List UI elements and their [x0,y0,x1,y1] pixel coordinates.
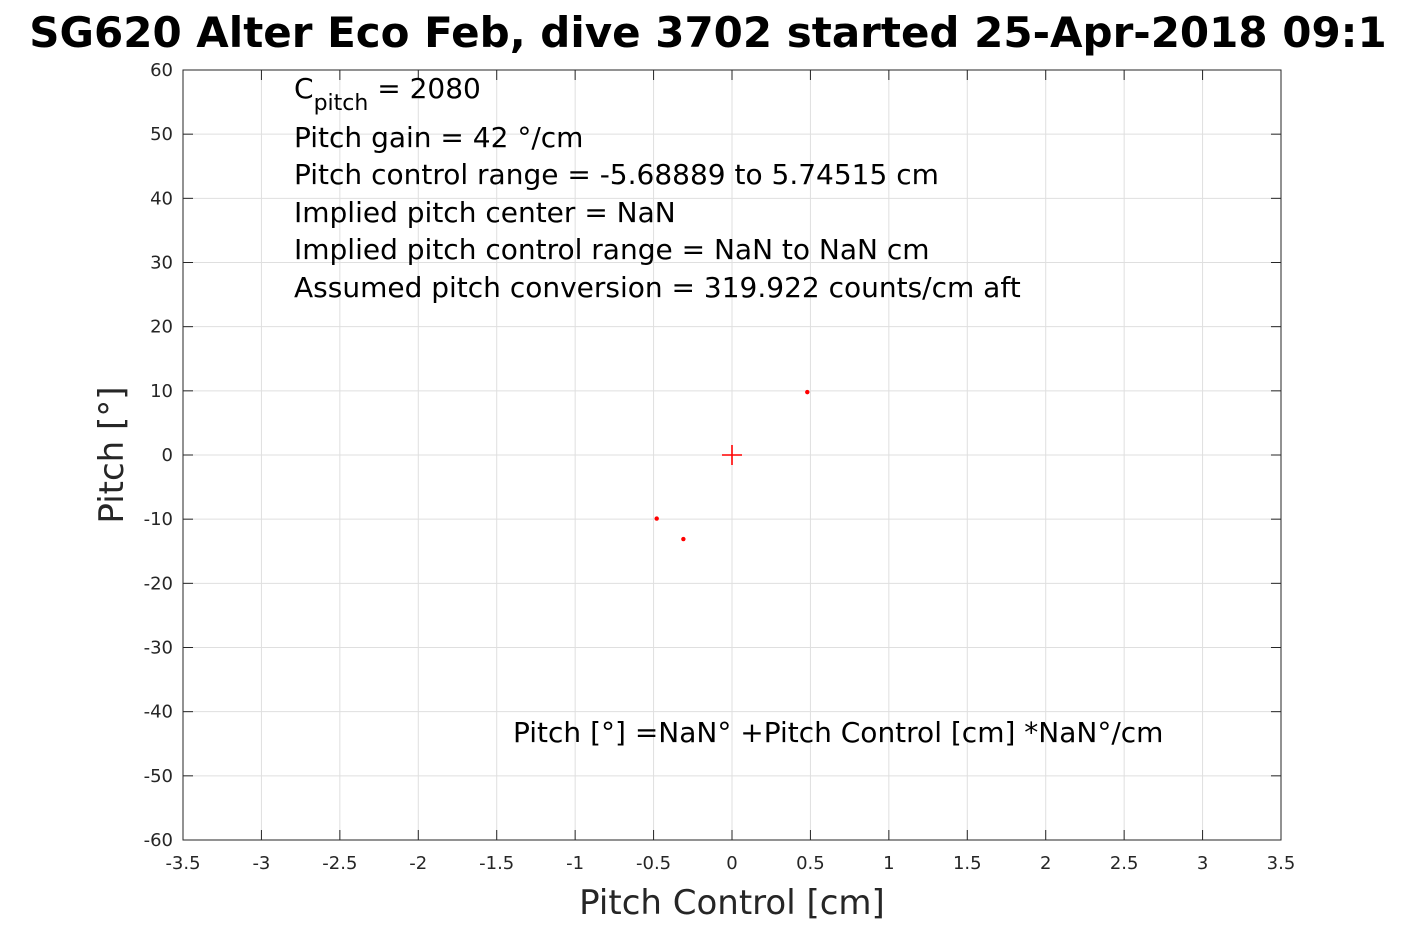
x-tick-label: 1.5 [953,853,982,874]
data-point [805,389,810,395]
y-tick-label: 30 [150,253,173,274]
cpitch-annotation: Cpitch = 2080 [294,72,481,116]
pitch-control-range-annotation: Pitch control range = -5.68889 to 5.7451… [294,158,939,191]
plus-marker [722,445,742,465]
cpitch-symbol: C [294,72,314,105]
chart-title: SG620 Alter Eco Feb, dive 3702 started 2… [29,8,1386,57]
x-tick-label: 1 [883,853,894,874]
data-points [654,389,810,542]
x-tick-label: -3.5 [165,853,200,874]
x-tick-label: -1 [566,853,584,874]
data-point [654,516,659,521]
data-point [681,536,686,542]
plot-frame [182,69,1282,841]
implied-pitch-center-annotation: Implied pitch center = NaN [294,196,676,229]
y-tick-label: -10 [144,509,173,530]
pitch-gain-annotation: Pitch gain = 42 °/cm [294,121,583,154]
y-tick-label: -20 [144,573,173,594]
x-axis-label: Pitch Control [cm] [579,883,885,923]
x-tick-label: 0.5 [796,853,825,874]
x-tick-label: -1.5 [479,853,514,874]
cpitch-value: = 2080 [368,72,481,105]
x-tick-label: 0 [726,853,737,874]
y-tick-labels: 60 50 40 30 20 10 0 -10 -20 -30 -40 -50 -60 [144,60,173,851]
y-tick-label: 0 [162,445,173,466]
y-tick-label: -40 [144,702,173,723]
x-tick-label: -3 [252,853,270,874]
x-tick-label: -2 [409,853,427,874]
y-tick-label: 50 [150,124,173,145]
x-tick-labels: -3.5 -3 -2.5 -2 -1.5 -1 -0.5 0 0.5 1 1.5 2 2.5 3 3.5 [165,853,1295,874]
y-tick-label: -50 [144,766,173,787]
x-tick-label: 2 [1040,853,1051,874]
implied-pitch-control-range-annotation: Implied pitch control range = NaN to NaN… [294,233,930,266]
y-tick-label: 60 [150,60,173,81]
x-tick-label: -2.5 [322,853,357,874]
y-tick-label: -60 [144,830,173,851]
y-axis-label: Pitch [°] [92,386,132,523]
fit-equation-annotation: Pitch [°] =NaN° +Pitch Control [cm] *NaN… [513,716,1163,749]
y-tick-label: 10 [150,381,173,402]
x-tick-label: 3.5 [1267,853,1296,874]
cpitch-subscript: pitch [314,91,369,116]
y-tick-label: 20 [150,317,173,338]
x-tick-label: -0.5 [636,853,671,874]
x-tick-label: 3 [1197,853,1208,874]
y-tick-label: 40 [150,188,173,209]
assumed-pitch-conversion-annotation: Assumed pitch conversion = 319.922 count… [294,271,1021,304]
y-tick-label: -30 [144,638,173,659]
x-tick-label: 2.5 [1110,853,1139,874]
